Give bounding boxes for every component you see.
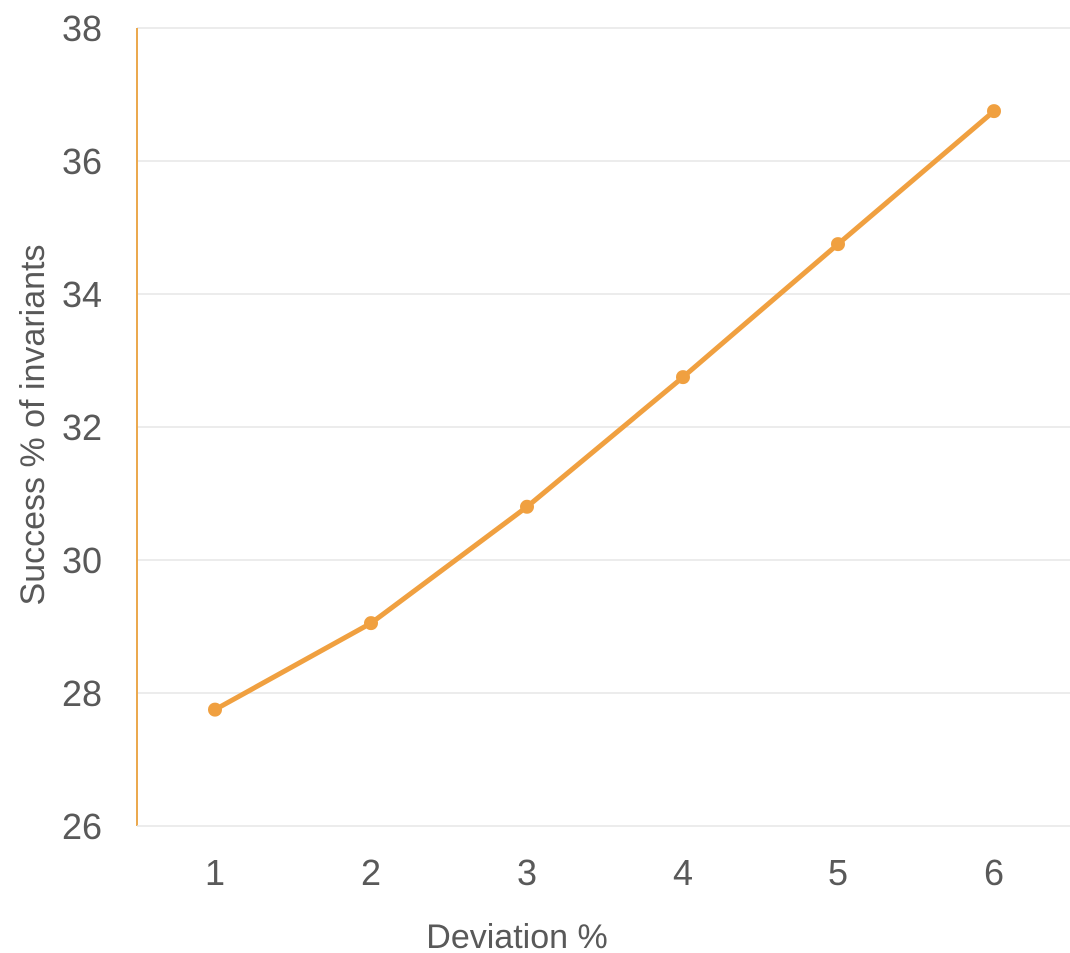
- x-tick-label-6: 6: [984, 852, 1004, 893]
- y-tick-labels: 26 28 30 32 34 36 38: [62, 8, 102, 847]
- y-axis-title: Success % of invariants: [14, 245, 52, 606]
- data-point-6: [987, 104, 1001, 119]
- y-tick-label-32: 32: [62, 407, 102, 448]
- y-tick-label-34: 34: [62, 274, 102, 315]
- data-point-5: [831, 237, 845, 252]
- data-point-1: [208, 702, 222, 717]
- y-tick-label-38: 38: [62, 8, 102, 49]
- x-tick-label-4: 4: [673, 852, 693, 893]
- data-point-2: [364, 616, 378, 631]
- x-tick-label-2: 2: [361, 852, 381, 893]
- series-line: [212, 108, 997, 713]
- data-point-3: [520, 499, 534, 514]
- gridlines: [137, 27, 1070, 694]
- x-axis-title: Deviation %: [426, 918, 607, 953]
- x-tick-labels: 1 2 3 4 5 6: [205, 852, 1004, 893]
- y-tick-label-36: 36: [62, 141, 102, 182]
- x-tick-label-1: 1: [205, 852, 225, 893]
- x-tick-label-3: 3: [517, 852, 537, 893]
- data-point-4: [676, 370, 690, 385]
- y-tick-label-28: 28: [62, 673, 102, 714]
- x-tick-label-5: 5: [828, 852, 848, 893]
- y-tick-label-30: 30: [62, 540, 102, 581]
- y-tick-label-26: 26: [62, 806, 102, 847]
- series-group: [208, 104, 1001, 717]
